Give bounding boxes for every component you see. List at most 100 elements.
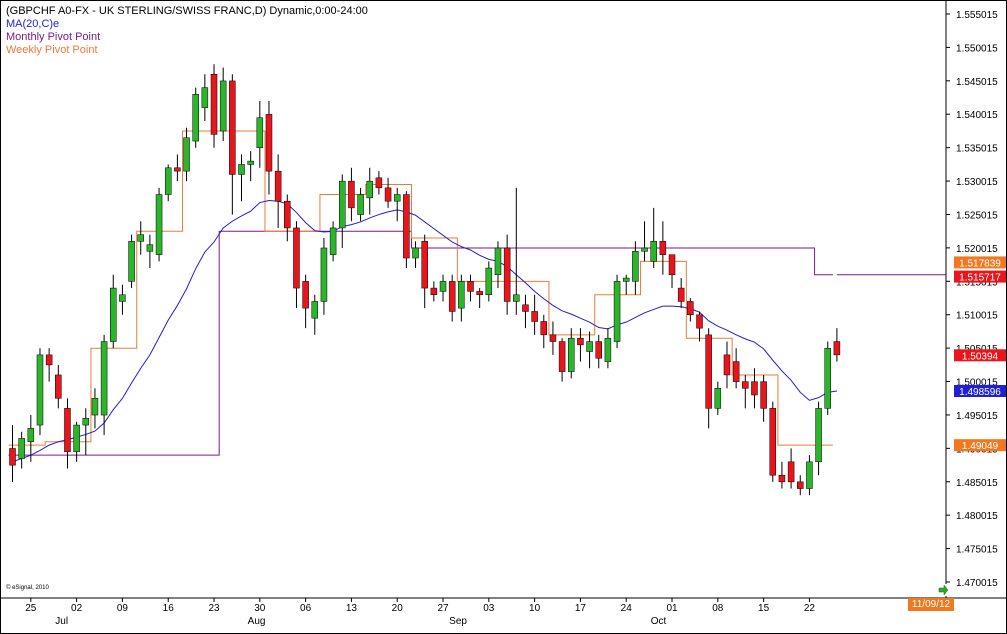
candle: [73, 421, 80, 462]
candle-body: [458, 281, 465, 309]
y-tick-label: 1.480015: [956, 511, 998, 522]
candle: [357, 187, 364, 222]
candle-body: [91, 398, 99, 416]
candle-body: [439, 281, 447, 292]
candle-body: [100, 341, 108, 416]
candle-body: [155, 194, 163, 255]
candle-body: [806, 461, 813, 489]
candle-body: [183, 137, 190, 172]
candle-body: [219, 80, 227, 132]
candle-body: [787, 461, 795, 483]
legend-ma: MA(20,C)e: [6, 18, 60, 30]
candle: [558, 338, 566, 382]
candle: [36, 348, 44, 436]
candle: [476, 288, 483, 309]
x-tick-label: 25: [25, 603, 37, 614]
candle-body: [632, 251, 639, 282]
candle-body: [192, 94, 199, 142]
y-tick-label: 1.500015: [956, 378, 998, 389]
candle-body: [311, 301, 319, 319]
candle-body: [503, 247, 511, 302]
candle: [705, 328, 712, 429]
candle: [458, 274, 465, 322]
candle: [604, 328, 612, 369]
candle-body: [751, 381, 758, 396]
ma-value-badge-text: 1.498596: [959, 387, 1001, 398]
candle: [522, 294, 529, 329]
x-tick-label: 30: [254, 603, 266, 614]
candle-body: [393, 194, 401, 202]
candle: [531, 294, 538, 335]
candle-body: [494, 247, 502, 275]
candle: [732, 348, 740, 389]
candle: [119, 284, 126, 315]
candle: [265, 100, 273, 195]
candle: [247, 151, 254, 182]
candle-body: [833, 341, 841, 356]
candle: [650, 207, 657, 269]
candle: [183, 127, 190, 182]
candle-body: [476, 291, 483, 296]
candle-body: [55, 374, 62, 399]
copyright-text: © eSignal, 2010: [6, 585, 49, 591]
candle-body: [238, 164, 245, 175]
candle-body: [485, 267, 493, 296]
last-price-badge: [954, 349, 1006, 362]
candle: [787, 448, 795, 489]
candle-body: [82, 418, 90, 426]
candle: [403, 191, 410, 269]
last-price-badge-text: 1.50394: [962, 351, 999, 362]
candle: [806, 455, 813, 496]
candle: [824, 341, 831, 416]
candle: [577, 328, 584, 362]
candle: [210, 64, 218, 148]
candle-body: [558, 341, 566, 372]
candle: [393, 187, 401, 222]
candle: [348, 167, 355, 222]
candle-body: [45, 354, 53, 366]
candle: [375, 171, 383, 195]
candle-body: [650, 241, 657, 262]
candle: [421, 234, 428, 309]
candle: [668, 254, 676, 289]
candle: [467, 274, 474, 302]
candle-body: [27, 428, 35, 443]
candle-body: [119, 294, 126, 302]
candle-body: [824, 347, 831, 409]
x-tick-label: 10: [529, 603, 541, 614]
candle-body: [128, 241, 135, 282]
weekly-pivot-line: [8, 130, 833, 446]
candle-body: [174, 167, 181, 172]
candle-body: [577, 337, 584, 346]
candle-body: [778, 474, 786, 483]
candle-body: [137, 234, 144, 242]
candle: [723, 341, 731, 389]
scroll-right-icon[interactable]: [937, 584, 949, 596]
candle: [311, 294, 319, 335]
candle: [9, 425, 16, 482]
candle-body: [247, 160, 254, 165]
x-tick-label: 03: [483, 603, 495, 614]
candle-body: [714, 388, 722, 409]
candle: [229, 74, 236, 215]
month-label: Sep: [449, 616, 467, 627]
candle: [595, 334, 602, 369]
x-tick-label: 08: [712, 603, 724, 614]
y-tick-label: 1.555015: [956, 10, 998, 21]
candle-body: [467, 281, 474, 292]
candle: [659, 221, 667, 275]
candle: [201, 74, 209, 122]
candle: [320, 237, 328, 315]
candle-body: [613, 281, 621, 342]
y-tick-label: 1.540015: [956, 110, 998, 121]
candle: [64, 398, 71, 469]
candle: [155, 187, 163, 262]
candle-body: [293, 227, 300, 289]
candle-body: [64, 408, 71, 453]
candle-body: [146, 244, 154, 252]
candle: [192, 87, 199, 148]
candle: [45, 348, 53, 382]
candle-body: [164, 167, 172, 195]
candle-body: [797, 481, 804, 489]
